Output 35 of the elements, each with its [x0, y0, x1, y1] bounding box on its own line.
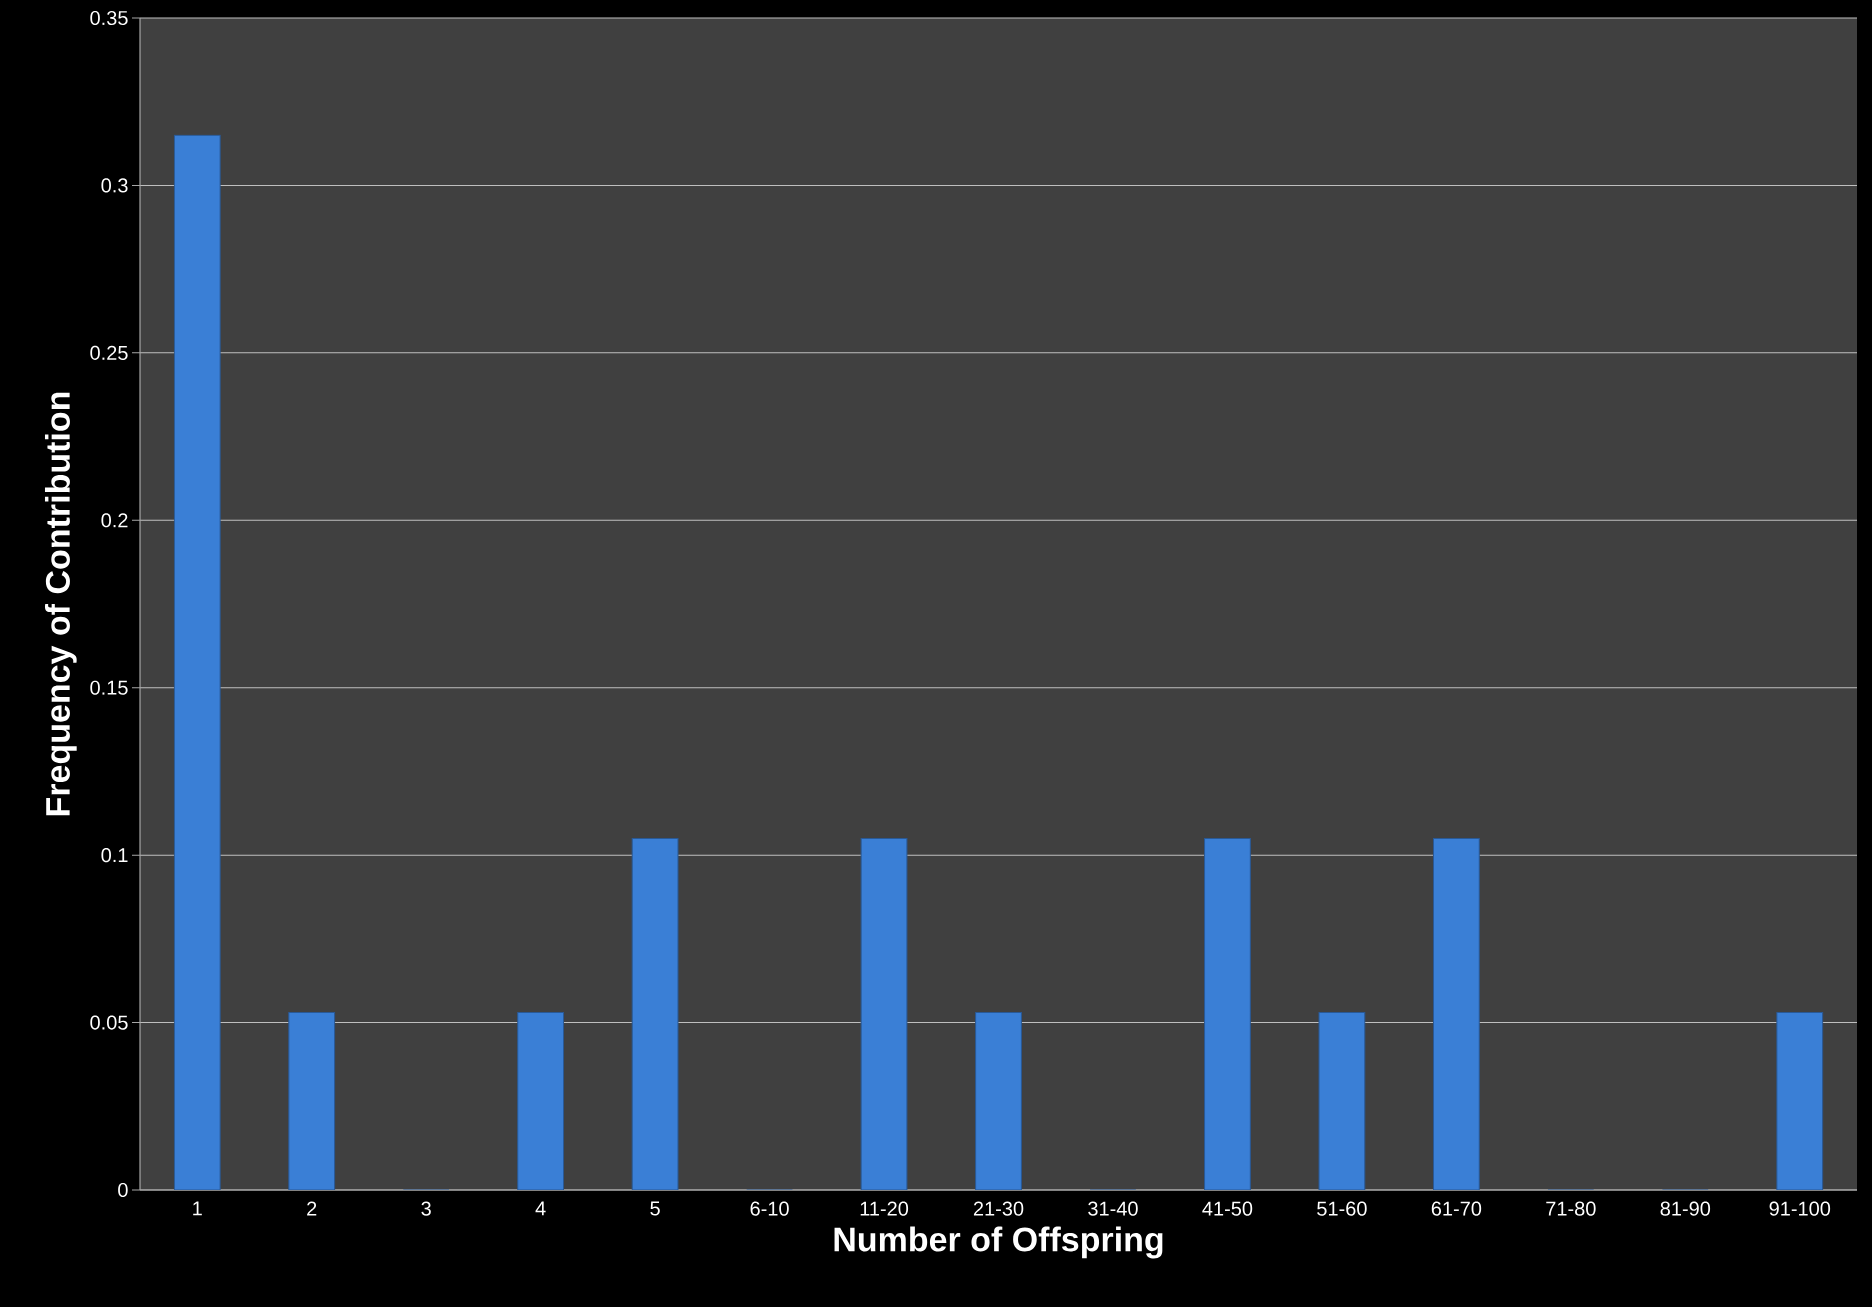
- x-tick-label: 3: [421, 1201, 431, 1216]
- x-axis-title: Number of Offspring: [834, 1226, 1163, 1259]
- y-tick-label: 0.2: [101, 513, 128, 528]
- bar: [975, 1012, 1022, 1190]
- bar: [173, 134, 221, 1190]
- x-tick-label: 81-90: [1660, 1201, 1711, 1216]
- y-tick-label: 0.15: [90, 680, 128, 695]
- x-tick-label: 4: [535, 1201, 546, 1216]
- y-tick-label: 0.3: [101, 178, 128, 193]
- y-tick-label: 0.35: [90, 10, 128, 26]
- bar: [1318, 1012, 1366, 1190]
- x-tick-label: 1: [193, 1201, 202, 1216]
- bar: [288, 1012, 336, 1190]
- bar: [1204, 837, 1251, 1190]
- bar: [631, 837, 679, 1190]
- bar: [1776, 1012, 1824, 1190]
- x-tick-label: 41-50: [1202, 1201, 1253, 1216]
- x-tick-label: 51-60: [1317, 1201, 1367, 1216]
- y-tick-label: 0: [118, 1182, 128, 1198]
- y-tick-label: 0.1: [101, 848, 128, 863]
- x-tick-label: 71-80: [1546, 1201, 1596, 1216]
- x-tick-label: 6-10: [750, 1201, 789, 1216]
- x-tick-label: 11-20: [860, 1201, 909, 1216]
- y-tick-label: 0.25: [90, 345, 128, 360]
- x-tick-label: 91-100: [1769, 1201, 1831, 1216]
- x-tick-label: 2: [307, 1201, 317, 1216]
- x-tick-label: 5: [650, 1201, 660, 1216]
- y-axis-title: Frequency of Contribution: [44, 392, 77, 816]
- x-tick-label: 21-30: [973, 1201, 1024, 1216]
- bar: [860, 837, 908, 1190]
- bar: [517, 1012, 565, 1190]
- y-tick-label: 0.05: [90, 1015, 128, 1030]
- x-tick-label: 31-40: [1088, 1201, 1138, 1216]
- bar: [1432, 837, 1480, 1190]
- x-tick-label: 61-70: [1431, 1201, 1482, 1216]
